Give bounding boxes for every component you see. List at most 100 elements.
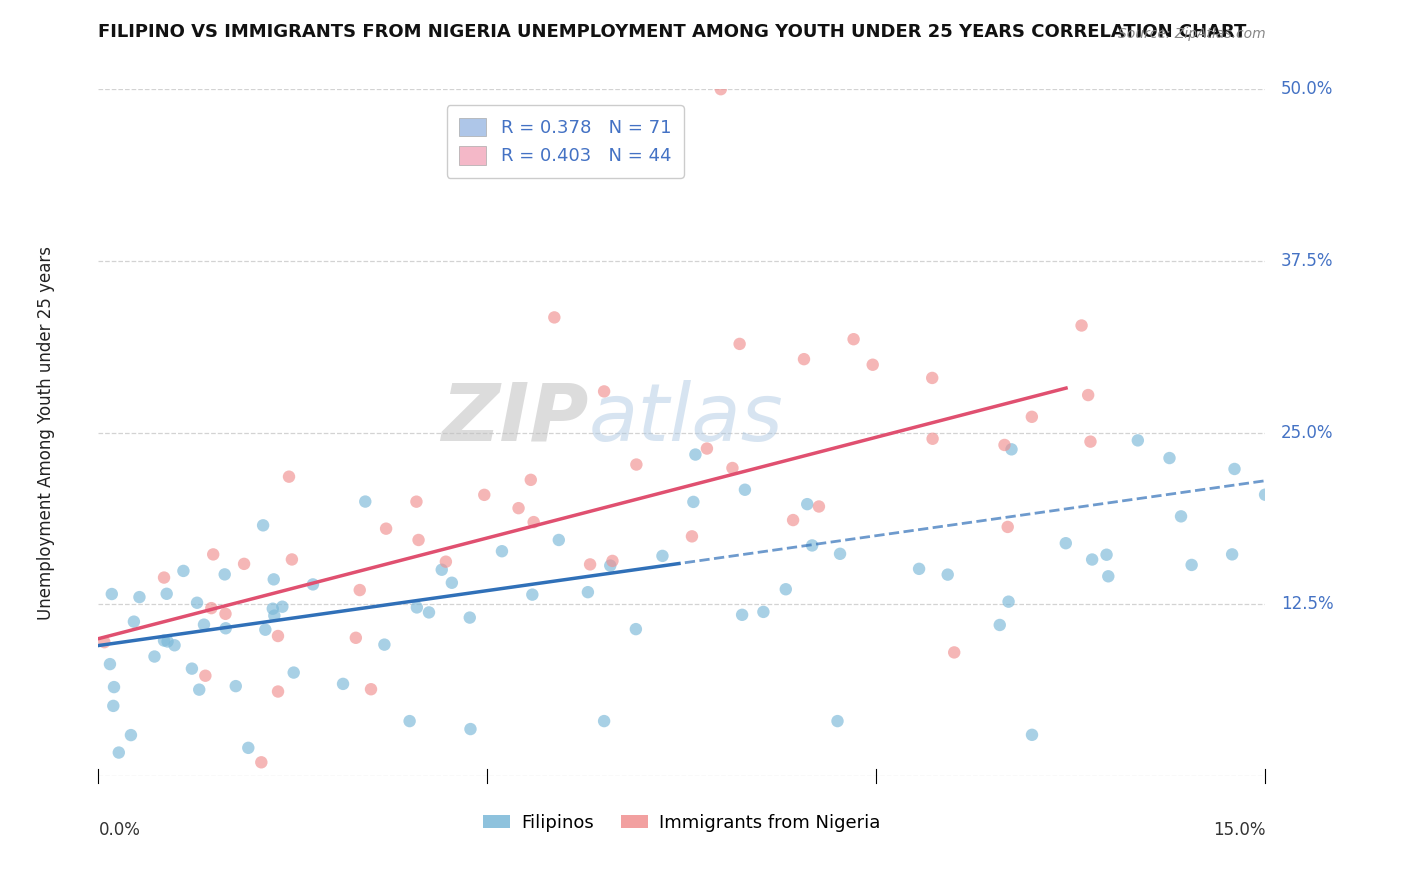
Point [267,684,290,698]
Text: 37.5%: 37.5% [1281,252,1333,270]
Point [354,494,377,508]
Point [180,662,202,676]
Point [682,495,704,509]
Legend: Filipinos, Immigrants from Nigeria: Filipinos, Immigrants from Nigeria [477,806,887,839]
Point [782,513,804,527]
Point [921,371,943,385]
Point [523,515,546,529]
Text: 15.0%: 15.0% [1213,821,1265,838]
Point [214,607,236,621]
Point [238,740,260,755]
Point [547,533,569,547]
Text: Unemployment Among Youth under 25 years: Unemployment Among Youth under 25 years [37,245,55,620]
Point [98,657,121,672]
Point [522,588,544,602]
Point [793,352,815,367]
Point [250,756,273,770]
Point [593,714,616,728]
Point [997,520,1019,534]
Point [153,571,176,585]
Point [862,358,884,372]
Point [1170,509,1192,524]
Text: 0.0%: 0.0% [98,821,141,838]
Point [252,518,274,533]
Point [1181,558,1204,572]
Point [267,629,290,643]
Point [373,638,395,652]
Point [681,529,703,543]
Point [156,587,179,601]
Point [997,595,1019,609]
Point [520,473,543,487]
Point [908,562,931,576]
Point [172,564,194,578]
Text: ZIP: ZIP [441,380,589,458]
Point [460,722,482,736]
Point [752,605,775,619]
Point [262,601,284,615]
Point [1095,548,1118,562]
Point [1254,488,1277,502]
Point [263,573,285,587]
Point [1080,434,1102,449]
Point [1077,388,1099,402]
Point [828,547,851,561]
Point [602,554,624,568]
Point [408,533,430,547]
Point [993,438,1015,452]
Point [1220,547,1243,561]
Point [593,384,616,399]
Point [278,469,301,483]
Point [194,669,217,683]
Point [1223,462,1246,476]
Point [988,618,1011,632]
Point [193,617,215,632]
Point [143,649,166,664]
Text: atlas: atlas [589,380,783,458]
Point [225,679,247,693]
Point [508,501,530,516]
Point [107,746,129,760]
Point [1054,536,1077,550]
Point [215,621,238,635]
Text: 25.0%: 25.0% [1281,424,1333,442]
Point [283,665,305,680]
Point [405,600,427,615]
Point [796,497,818,511]
Point [685,448,707,462]
Point [93,635,115,649]
Point [943,645,966,659]
Point [579,558,602,572]
Point [827,714,849,728]
Point [163,638,186,652]
Point [398,714,420,728]
Point [842,332,865,346]
Point [349,583,371,598]
Point [344,631,367,645]
Point [1000,442,1022,457]
Point [302,577,325,591]
Point [1021,409,1043,424]
Point [1126,434,1149,448]
Point [101,587,124,601]
Point [1081,552,1104,566]
Point [360,682,382,697]
Point [651,549,673,563]
Text: 50.0%: 50.0% [1281,80,1333,98]
Point [418,606,440,620]
Point [332,677,354,691]
Point [728,337,751,351]
Point [375,522,398,536]
Point [186,596,208,610]
Point [599,558,621,573]
Point [801,538,824,552]
Point [263,608,285,623]
Point [721,461,744,475]
Text: Source: ZipAtlas.com: Source: ZipAtlas.com [1118,27,1265,41]
Point [254,623,277,637]
Point [626,458,648,472]
Point [807,500,830,514]
Point [128,590,150,604]
Point [1097,569,1119,583]
Point [710,82,733,96]
